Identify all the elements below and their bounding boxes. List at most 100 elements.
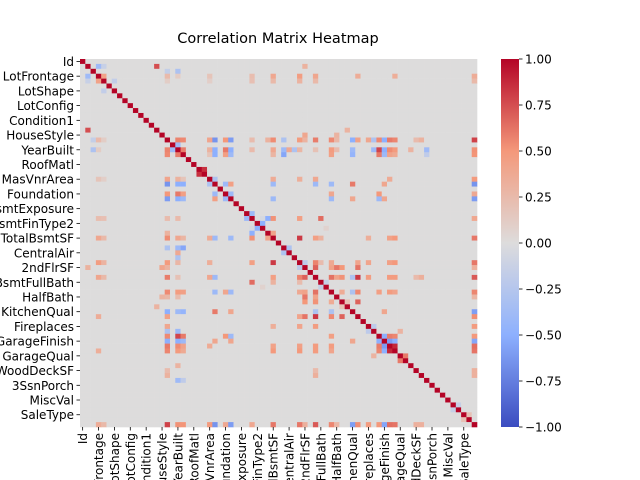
- heatmap-cell: [281, 348, 287, 354]
- heatmap-cell: [328, 78, 335, 84]
- heatmap-cell: [402, 368, 409, 374]
- heatmap-cell: [180, 122, 187, 128]
- heatmap-cell: [381, 147, 388, 153]
- heatmap-cell: [138, 83, 144, 89]
- heatmap-cell: [101, 279, 107, 286]
- heatmap-cell: [328, 211, 335, 217]
- heatmap-cell: [196, 152, 203, 158]
- heatmap-cell: [111, 265, 118, 271]
- heatmap-cell: [328, 112, 335, 119]
- heatmap-cell: [180, 314, 187, 320]
- heatmap-cell: [318, 338, 324, 344]
- heatmap-cell: [106, 245, 113, 251]
- heatmap-cell: [148, 211, 155, 217]
- heatmap-cell: [95, 274, 102, 281]
- heatmap-cell: [360, 225, 367, 232]
- heatmap-cell: [392, 196, 398, 202]
- heatmap-cell: [101, 103, 107, 109]
- heatmap-cell: [90, 83, 97, 89]
- heatmap-cell: [408, 112, 414, 119]
- heatmap-cell: [185, 274, 192, 281]
- heatmap-cell: [249, 216, 255, 222]
- heatmap-cell: [201, 230, 208, 236]
- heatmap-cell: [122, 338, 128, 344]
- heatmap-cell: [132, 289, 139, 295]
- heatmap-cell: [334, 196, 340, 202]
- heatmap-cell: [297, 265, 303, 271]
- heatmap-cell: [85, 250, 91, 256]
- heatmap-cell: [439, 279, 446, 286]
- heatmap-cell: [143, 225, 150, 232]
- heatmap-cell: [80, 127, 86, 133]
- heatmap-cell: [334, 117, 340, 124]
- heatmap-cell: [323, 368, 330, 374]
- heatmap-cell: [397, 255, 404, 261]
- heatmap-cell: [180, 250, 187, 256]
- heatmap-cell: [164, 348, 171, 354]
- heatmap-cell: [281, 186, 287, 192]
- heatmap-cell: [228, 294, 234, 300]
- heatmap-cell: [302, 196, 308, 202]
- heatmap-cell: [143, 162, 150, 168]
- heatmap-cell: [471, 260, 478, 266]
- heatmap-cell: [228, 338, 234, 344]
- heatmap-cell: [111, 353, 118, 359]
- heatmap-cell: [148, 377, 155, 384]
- heatmap-cell: [254, 235, 261, 241]
- heatmap-cell: [334, 171, 340, 178]
- heatmap-cell: [344, 122, 351, 128]
- heatmap-cell: [402, 191, 409, 197]
- heatmap-cell: [217, 363, 224, 369]
- heatmap-cell: [265, 289, 271, 295]
- heatmap-cell: [254, 103, 261, 109]
- heatmap-cell: [413, 196, 420, 202]
- heatmap-cell: [461, 191, 467, 197]
- heatmap-cell: [408, 59, 414, 65]
- heatmap-cell: [365, 117, 372, 124]
- heatmap-cell: [286, 157, 293, 163]
- heatmap-cell: [318, 319, 324, 325]
- heatmap-cell: [397, 108, 404, 114]
- heatmap-cell: [413, 269, 420, 276]
- heatmap-cell: [339, 191, 345, 197]
- heatmap-cell: [148, 260, 155, 266]
- heatmap-cell: [334, 299, 340, 305]
- heatmap-cell: [275, 73, 282, 79]
- heatmap-cell: [392, 279, 398, 286]
- heatmap-cell: [387, 299, 393, 305]
- heatmap-cell: [164, 78, 171, 84]
- heatmap-cell: [360, 245, 367, 251]
- heatmap-cell: [402, 59, 409, 65]
- heatmap-cell: [117, 132, 123, 138]
- heatmap-cell: [111, 176, 118, 182]
- heatmap-cell: [101, 274, 107, 281]
- heatmap-cell: [376, 176, 383, 182]
- heatmap-cell: [450, 265, 457, 271]
- heatmap-cell: [154, 68, 160, 75]
- heatmap-cell: [365, 191, 372, 197]
- heatmap-cell: [371, 294, 377, 300]
- heatmap-cell: [111, 299, 118, 305]
- heatmap-cell: [132, 98, 139, 104]
- heatmap-cell: [355, 368, 361, 374]
- heatmap-cell: [117, 147, 123, 153]
- heatmap-cell: [439, 93, 446, 99]
- heatmap-cell: [323, 230, 330, 236]
- heatmap-cell: [429, 245, 435, 251]
- heatmap-cell: [175, 73, 181, 79]
- heatmap-cell: [85, 299, 91, 305]
- heatmap-cell: [450, 250, 457, 256]
- heatmap-cell: [376, 98, 383, 104]
- heatmap-cell: [344, 377, 351, 384]
- heatmap-cell: [365, 132, 372, 138]
- heatmap-cell: [439, 338, 446, 344]
- heatmap-cell: [191, 333, 197, 339]
- heatmap-cell: [80, 211, 86, 217]
- heatmap-cell: [434, 255, 441, 261]
- heatmap-cell: [418, 127, 425, 133]
- heatmap-cell: [270, 88, 277, 94]
- heatmap-cell: [270, 108, 277, 114]
- heatmap-cell: [291, 333, 298, 339]
- heatmap-cell: [106, 255, 113, 261]
- heatmap-cell: [175, 255, 181, 261]
